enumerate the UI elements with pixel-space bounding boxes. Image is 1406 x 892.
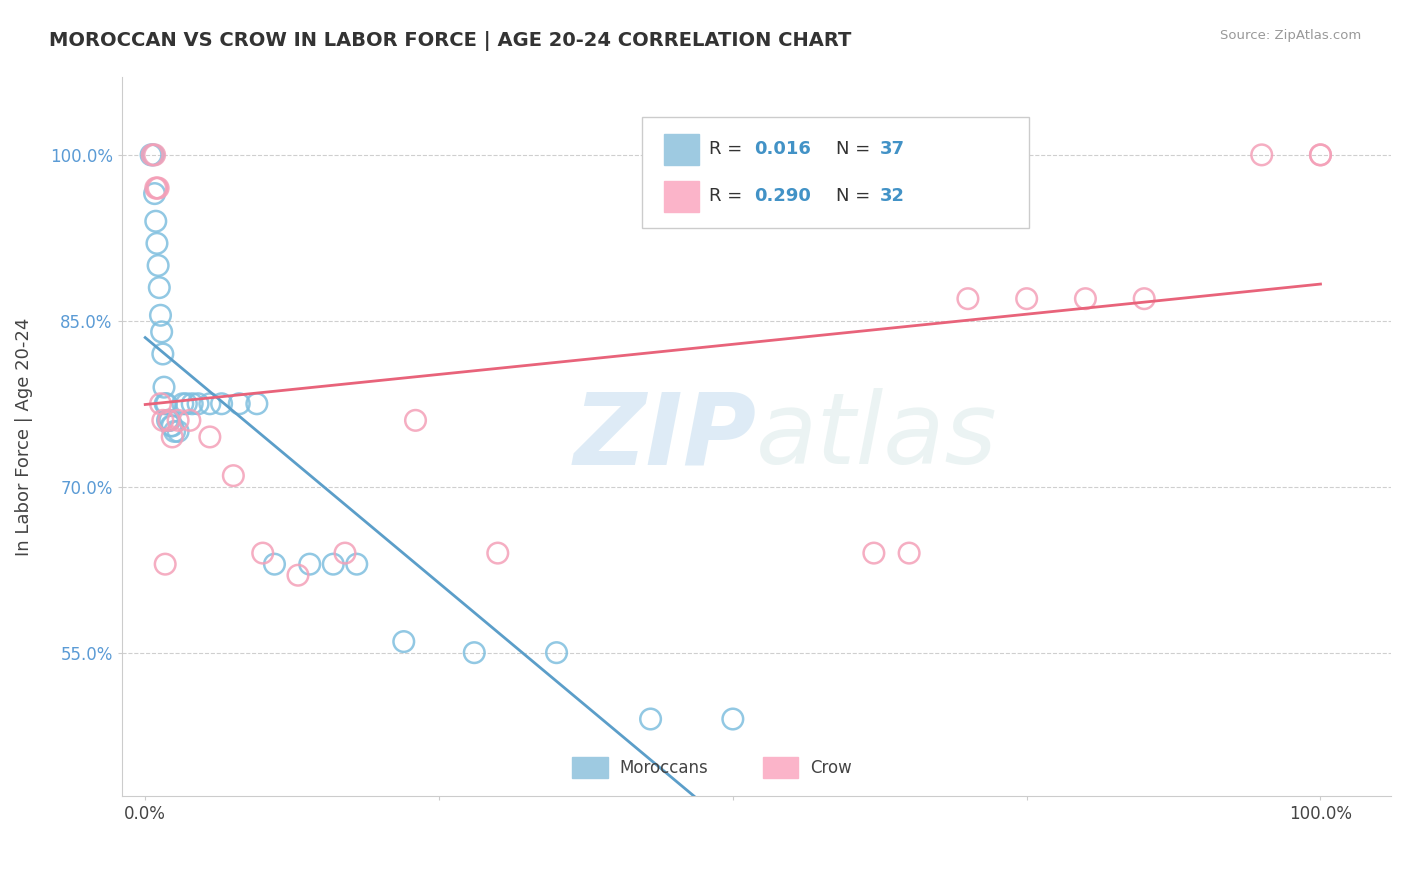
Point <box>160 418 183 433</box>
Point <box>463 646 485 660</box>
Bar <box>572 757 607 779</box>
Point <box>157 413 180 427</box>
Point <box>187 397 209 411</box>
Point <box>143 186 166 201</box>
Point <box>640 712 662 726</box>
Y-axis label: In Labor Force | Age 20-24: In Labor Force | Age 20-24 <box>15 318 32 556</box>
Text: N =: N = <box>837 186 876 204</box>
Point <box>898 546 921 560</box>
Point <box>1133 292 1156 306</box>
Point <box>146 236 169 251</box>
Point <box>392 634 415 648</box>
Point <box>149 397 172 411</box>
Bar <box>664 134 699 165</box>
Text: 0.016: 0.016 <box>754 140 811 158</box>
Point <box>246 397 269 411</box>
Point <box>146 181 169 195</box>
Point <box>159 413 181 427</box>
Point <box>146 259 169 273</box>
Point <box>160 418 183 433</box>
Point <box>142 148 165 162</box>
Point <box>287 568 309 582</box>
Point <box>546 646 568 660</box>
Point <box>152 413 174 427</box>
Point <box>167 413 190 427</box>
Point <box>346 557 368 571</box>
Text: N =: N = <box>837 140 876 158</box>
Point <box>153 380 176 394</box>
Text: ZIP: ZIP <box>574 388 756 485</box>
Point <box>163 425 186 439</box>
Point <box>179 413 201 427</box>
Point <box>146 181 169 195</box>
Point <box>153 557 176 571</box>
Point <box>1074 292 1097 306</box>
Point <box>155 397 177 411</box>
Bar <box>664 181 699 212</box>
Point <box>1309 148 1331 162</box>
Point <box>1250 148 1272 162</box>
Point <box>228 397 250 411</box>
Point <box>143 148 166 162</box>
Point <box>1015 292 1038 306</box>
Point <box>172 397 194 411</box>
Point <box>333 546 356 560</box>
Point <box>176 397 198 411</box>
Point <box>152 347 174 361</box>
Point <box>1309 148 1331 162</box>
Point <box>222 468 245 483</box>
Point <box>252 546 274 560</box>
Point <box>721 712 744 726</box>
Point <box>198 397 221 411</box>
Text: 0.290: 0.290 <box>754 186 811 204</box>
Point <box>167 425 190 439</box>
Point <box>211 397 233 411</box>
Point <box>148 280 170 294</box>
Text: R =: R = <box>710 186 748 204</box>
Point <box>141 148 163 162</box>
Text: Moroccans: Moroccans <box>619 759 709 777</box>
Bar <box>762 757 799 779</box>
Point <box>181 397 204 411</box>
Point <box>956 292 979 306</box>
Point <box>149 308 172 322</box>
Point <box>322 557 344 571</box>
Point <box>486 546 509 560</box>
Point <box>157 413 180 427</box>
Point <box>863 546 886 560</box>
Point <box>153 397 176 411</box>
Point <box>405 413 427 427</box>
Point <box>150 325 173 339</box>
Text: MOROCCAN VS CROW IN LABOR FORCE | AGE 20-24 CORRELATION CHART: MOROCCAN VS CROW IN LABOR FORCE | AGE 20… <box>49 31 852 51</box>
Point <box>145 181 167 195</box>
Text: Source: ZipAtlas.com: Source: ZipAtlas.com <box>1220 29 1361 42</box>
Text: Crow: Crow <box>810 759 852 777</box>
Point <box>263 557 285 571</box>
Point <box>160 430 183 444</box>
FancyBboxPatch shape <box>643 117 1029 228</box>
Point <box>145 214 167 228</box>
Text: atlas: atlas <box>756 388 998 485</box>
Text: 32: 32 <box>880 186 904 204</box>
Text: R =: R = <box>710 140 748 158</box>
Point <box>198 430 221 444</box>
Point <box>156 413 179 427</box>
Text: 37: 37 <box>880 140 904 158</box>
Point <box>298 557 321 571</box>
Point <box>139 148 162 162</box>
